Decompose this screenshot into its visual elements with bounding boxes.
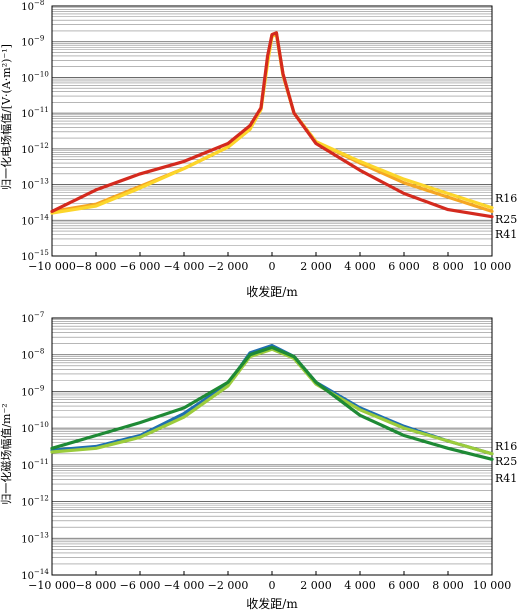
y-tick-label: 10 bbox=[21, 109, 34, 120]
x-tick-label: 0 bbox=[269, 579, 276, 592]
x-tick-label: 4 000 bbox=[344, 260, 376, 273]
chart-1-ylabel: 归一化磁场幅值/m⁻² bbox=[0, 403, 13, 504]
y-tick-exponent: −11 bbox=[34, 458, 49, 466]
y-tick-exponent: −12 bbox=[34, 142, 49, 150]
y-tick-exponent: −14 bbox=[34, 568, 49, 576]
y-tick-exponent: −9 bbox=[34, 35, 44, 43]
y-tick-label: 10 bbox=[21, 145, 34, 156]
chart-0-ylabel: 归一化电场幅值/[V·(A·m²)⁻¹] bbox=[0, 44, 13, 190]
x-tick-label: −4 000 bbox=[164, 260, 205, 273]
series-label-r41: R41 bbox=[495, 472, 517, 485]
x-tick-label: 4 000 bbox=[344, 579, 376, 592]
series-line-r41 bbox=[50, 31, 494, 219]
series-label-r16: R16 bbox=[495, 440, 517, 453]
y-tick-label: 10 bbox=[21, 351, 34, 362]
x-tick-label: −10 000 bbox=[28, 579, 76, 592]
y-tick-exponent: −8 bbox=[34, 0, 44, 7]
series-line-r41 bbox=[50, 345, 494, 461]
x-tick-label: −4 000 bbox=[164, 579, 205, 592]
chart-0-xlabel: 收发距/m bbox=[246, 284, 298, 299]
y-tick-exponent: −13 bbox=[34, 531, 49, 539]
series-line-r16 bbox=[50, 343, 494, 456]
y-tick-exponent: −13 bbox=[34, 178, 49, 186]
x-tick-label: 8 000 bbox=[432, 260, 464, 273]
x-tick-label: 8 000 bbox=[432, 579, 464, 592]
x-tick-label: −6 000 bbox=[120, 260, 161, 273]
y-tick-exponent: −11 bbox=[34, 106, 49, 114]
y-tick-exponent: −14 bbox=[34, 213, 49, 221]
y-tick-label: 10 bbox=[21, 181, 34, 192]
series-line-r25 bbox=[50, 347, 494, 456]
x-tick-label: −8 000 bbox=[76, 260, 117, 273]
y-tick-label: 10 bbox=[21, 461, 34, 472]
series-label-r25: R25 bbox=[495, 213, 517, 226]
y-tick-exponent: −8 bbox=[34, 348, 44, 356]
y-tick-label: 10 bbox=[21, 534, 34, 545]
x-tick-label: 6 000 bbox=[388, 260, 420, 273]
x-tick-label: −10 000 bbox=[28, 260, 76, 273]
y-tick-exponent: −12 bbox=[34, 495, 49, 503]
series-label-r16: R16 bbox=[495, 192, 517, 205]
y-tick-label: 10 bbox=[21, 571, 34, 582]
y-tick-exponent: −15 bbox=[34, 249, 49, 257]
series-label-r41: R41 bbox=[495, 228, 517, 241]
y-tick-label: 10 bbox=[21, 252, 34, 263]
y-tick-label: 10 bbox=[21, 498, 34, 509]
y-tick-exponent: −10 bbox=[34, 70, 49, 78]
x-tick-label: 6 000 bbox=[388, 579, 420, 592]
chart-1-xlabel: 收发距/m bbox=[246, 596, 298, 611]
y-tick-label: 10 bbox=[21, 38, 34, 49]
y-tick-label: 10 bbox=[21, 387, 34, 398]
y-tick-label: 10 bbox=[21, 73, 34, 84]
x-tick-label: −2 000 bbox=[208, 260, 249, 273]
x-tick-label: −8 000 bbox=[76, 579, 117, 592]
y-tick-exponent: −10 bbox=[34, 421, 49, 429]
y-tick-label: 10 bbox=[21, 314, 34, 325]
x-tick-label: 2 000 bbox=[300, 579, 332, 592]
x-tick-label: 0 bbox=[269, 260, 276, 273]
y-tick-exponent: −9 bbox=[34, 384, 44, 392]
x-tick-label: 10 000 bbox=[473, 260, 512, 273]
y-tick-label: 10 bbox=[21, 2, 34, 13]
y-tick-label: 10 bbox=[21, 424, 34, 435]
electric-field-chart: 归一化电场幅值/[V·(A·m²)⁻¹] 收发距/m 10−810−910−10… bbox=[0, 0, 517, 299]
series-label-r25: R25 bbox=[495, 455, 517, 468]
x-tick-label: 10 000 bbox=[473, 579, 512, 592]
x-tick-label: 2 000 bbox=[300, 260, 332, 273]
x-tick-label: −6 000 bbox=[120, 579, 161, 592]
magnetic-field-chart: 归一化磁场幅值/m⁻² 收发距/m 10−710−810−910−1010−11… bbox=[0, 311, 517, 611]
y-tick-label: 10 bbox=[21, 216, 34, 227]
x-tick-label: −2 000 bbox=[208, 579, 249, 592]
y-tick-exponent: −7 bbox=[34, 311, 44, 319]
